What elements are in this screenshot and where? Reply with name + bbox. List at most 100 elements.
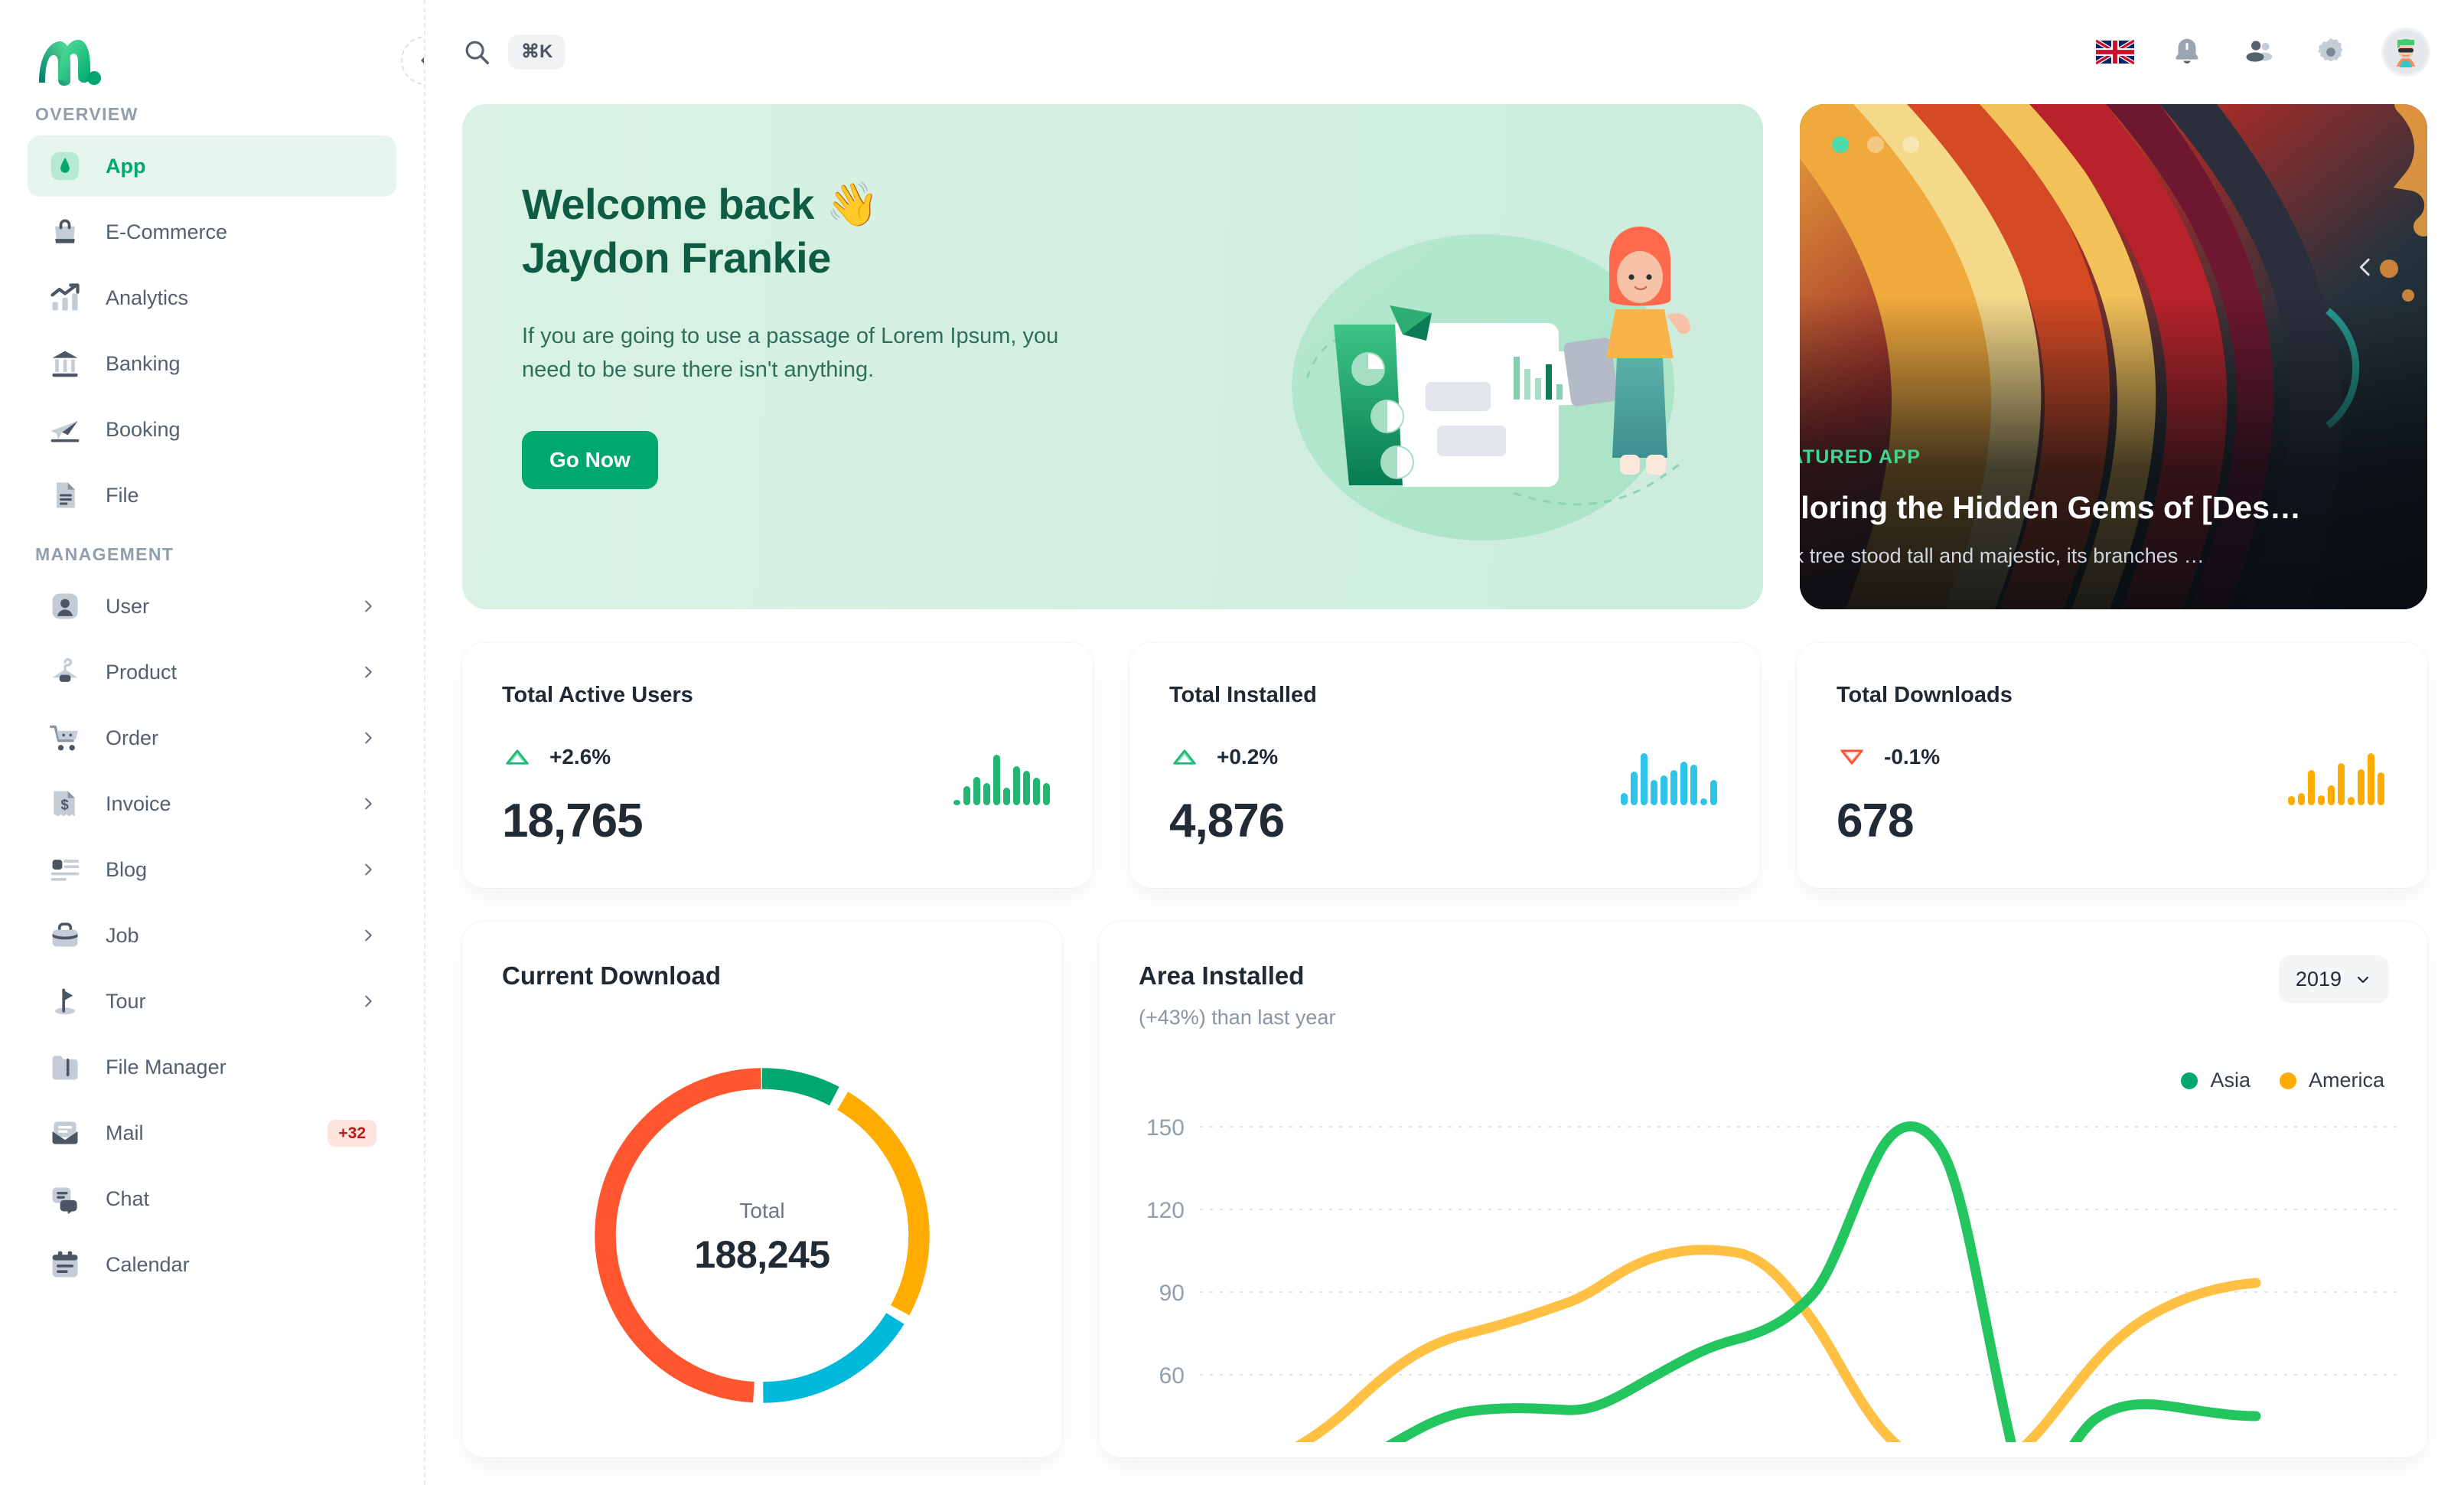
chevron-right-icon — [365, 732, 372, 744]
sidebar-item-mail[interactable]: Mail +32 — [28, 1102, 396, 1164]
legend-item-america[interactable]: America — [2279, 1069, 2384, 1092]
sidebar-item-label: E-Commerce — [106, 220, 228, 243]
sidebar-item-booking[interactable]: Booking — [28, 399, 396, 460]
featured-caption: FEATURED APP Exploring the Hidden Gems o… — [1800, 446, 2427, 568]
svg-text:$: $ — [61, 796, 69, 812]
sidebar-item-e-commerce[interactable]: E-Commerce — [28, 201, 396, 263]
sidebar-item-invoice[interactable]: $ Invoice — [28, 773, 396, 834]
sidebar-item-label: App — [106, 154, 146, 178]
search-button[interactable]: ⌘K — [462, 34, 566, 70]
contacts-icon — [2246, 41, 2273, 62]
donut-center-label: Total 188,245 — [609, 1199, 915, 1277]
file-icon — [46, 476, 84, 514]
featured-kicker: FEATURED APP — [1800, 446, 1921, 468]
legend-item-asia[interactable]: Asia — [2181, 1069, 2251, 1092]
legend-label: Asia — [2210, 1069, 2251, 1092]
sidebar-item-analytics[interactable]: Analytics — [28, 267, 396, 328]
featured-app-card[interactable]: FEATURED APP Exploring the Hidden Gems o… — [1800, 104, 2427, 609]
dashboard-gauge-icon — [46, 147, 84, 185]
sidebar-item-label: Banking — [106, 351, 181, 375]
chevron-right-icon[interactable] — [2421, 254, 2427, 280]
stat-trend: +2.6% — [502, 742, 1050, 772]
logo-icon — [39, 40, 101, 86]
sidebar-item-file-manager[interactable]: File Manager — [28, 1036, 396, 1098]
sidebar-item-chat[interactable]: Chat — [28, 1168, 396, 1229]
welcome-banner: Welcome back 👋 Jaydon Frankie If you are… — [462, 104, 1763, 609]
year-select[interactable]: 2019 — [2278, 955, 2389, 1004]
stats-row: Total Active Users +2.6% 18,765 — [462, 643, 2427, 888]
search-shortcut-badge: ⌘K — [508, 34, 566, 70]
featured-description: old oak tree stood tall and majestic, it… — [1800, 544, 2205, 567]
booking-plane-icon — [46, 410, 84, 449]
contacts-button[interactable] — [2237, 31, 2280, 73]
y-axis-tick: 120 — [1146, 1198, 1185, 1223]
sidebar-item-label: Job — [106, 923, 139, 947]
chevron-right-icon — [365, 863, 372, 876]
carousel-dot-2[interactable] — [1867, 136, 1884, 153]
notifications-button[interactable] — [2166, 31, 2208, 73]
sidebar-item-file[interactable]: File — [28, 465, 396, 526]
stat-percent: -0.1% — [1884, 745, 1941, 769]
avatar[interactable] — [2381, 28, 2430, 77]
sidebar-item-app[interactable]: App — [28, 135, 396, 197]
sidebar-item-label: File Manager — [106, 1055, 227, 1079]
legend-bullet-america — [2279, 1072, 2296, 1089]
stat-value: 4,876 — [1169, 795, 1285, 847]
sidebar-item-job[interactable]: Job — [28, 905, 396, 966]
sidebar-section-management: MANAGEMENT User Product — [0, 530, 424, 1295]
sidebar-item-label: Invoice — [106, 791, 171, 815]
carousel-dot-3[interactable] — [1902, 136, 1919, 153]
go-now-button[interactable]: Go Now — [522, 431, 658, 489]
sidebar-item-banking[interactable]: Banking — [28, 333, 396, 394]
chevron-right-icon — [365, 929, 372, 942]
stat-percent: +0.2% — [1217, 745, 1279, 769]
sidebar-item-label: Chat — [106, 1186, 150, 1210]
current-download-card: Current Download Tota — [462, 922, 1062, 1457]
mail-envelope-icon — [46, 1114, 84, 1152]
user-icon — [46, 587, 84, 625]
carousel-arrows — [2352, 254, 2427, 280]
language-button[interactable] — [2094, 31, 2136, 73]
sidebar-item-order[interactable]: Order — [28, 707, 396, 769]
y-axis-tick: 150 — [1146, 1115, 1185, 1141]
sidebar-item-tour[interactable]: Tour — [28, 971, 396, 1032]
stat-title: Total Active Users — [502, 683, 693, 707]
carousel-dot-1[interactable] — [1832, 136, 1849, 153]
stat-percent: +2.6% — [549, 745, 611, 769]
main-content: ⌘K — [425, 0, 2464, 1485]
chevron-right-icon — [365, 995, 372, 1007]
sidebar: OVERVIEW App E-Commerce Analyt — [0, 0, 425, 1485]
folder-zip-icon — [46, 1048, 84, 1086]
sidebar-item-product[interactable]: Product — [28, 641, 396, 703]
line-chart-plot: 150 120 90 60 — [1146, 1115, 2401, 1442]
calendar-icon — [46, 1245, 84, 1284]
donut-total-label: Total — [739, 1198, 785, 1222]
settings-button[interactable] — [2309, 31, 2352, 73]
current-download-title: Current Download — [502, 961, 721, 990]
invoice-receipt-icon: $ — [46, 785, 84, 823]
donut-chart-svg — [595, 1068, 930, 1403]
sidebar-item-label: Analytics — [106, 286, 189, 309]
search-icon — [465, 41, 489, 64]
sidebar-item-user[interactable]: User — [28, 576, 396, 637]
stat-trend: -0.1% — [1837, 742, 2384, 772]
sidebar-item-label: Mail — [106, 1121, 144, 1144]
sidebar-item-calendar[interactable]: Calendar — [28, 1234, 396, 1295]
sidebar-item-label: Booking — [106, 417, 181, 441]
sidebar-item-label: File — [106, 483, 139, 507]
featured-overlay — [1800, 104, 2427, 609]
sidebar-item-label: Product — [106, 660, 178, 684]
bank-icon — [46, 344, 84, 383]
stat-title: Total Installed — [1169, 683, 1317, 707]
area-installed-card: Area Installed (+43%) than last year 201… — [1099, 922, 2427, 1457]
chevron-left-icon — [421, 57, 424, 64]
sidebar-item-blog[interactable]: Blog — [28, 839, 396, 900]
brand-logo[interactable] — [0, 0, 424, 90]
topbar: ⌘K — [425, 0, 2464, 104]
chevron-left-icon[interactable] — [2352, 254, 2378, 280]
blog-post-icon — [46, 850, 84, 889]
donut-chart: Total 188,245 — [571, 1044, 953, 1431]
hanger-product-icon — [46, 653, 84, 691]
sparkline-chart — [1621, 753, 1717, 805]
